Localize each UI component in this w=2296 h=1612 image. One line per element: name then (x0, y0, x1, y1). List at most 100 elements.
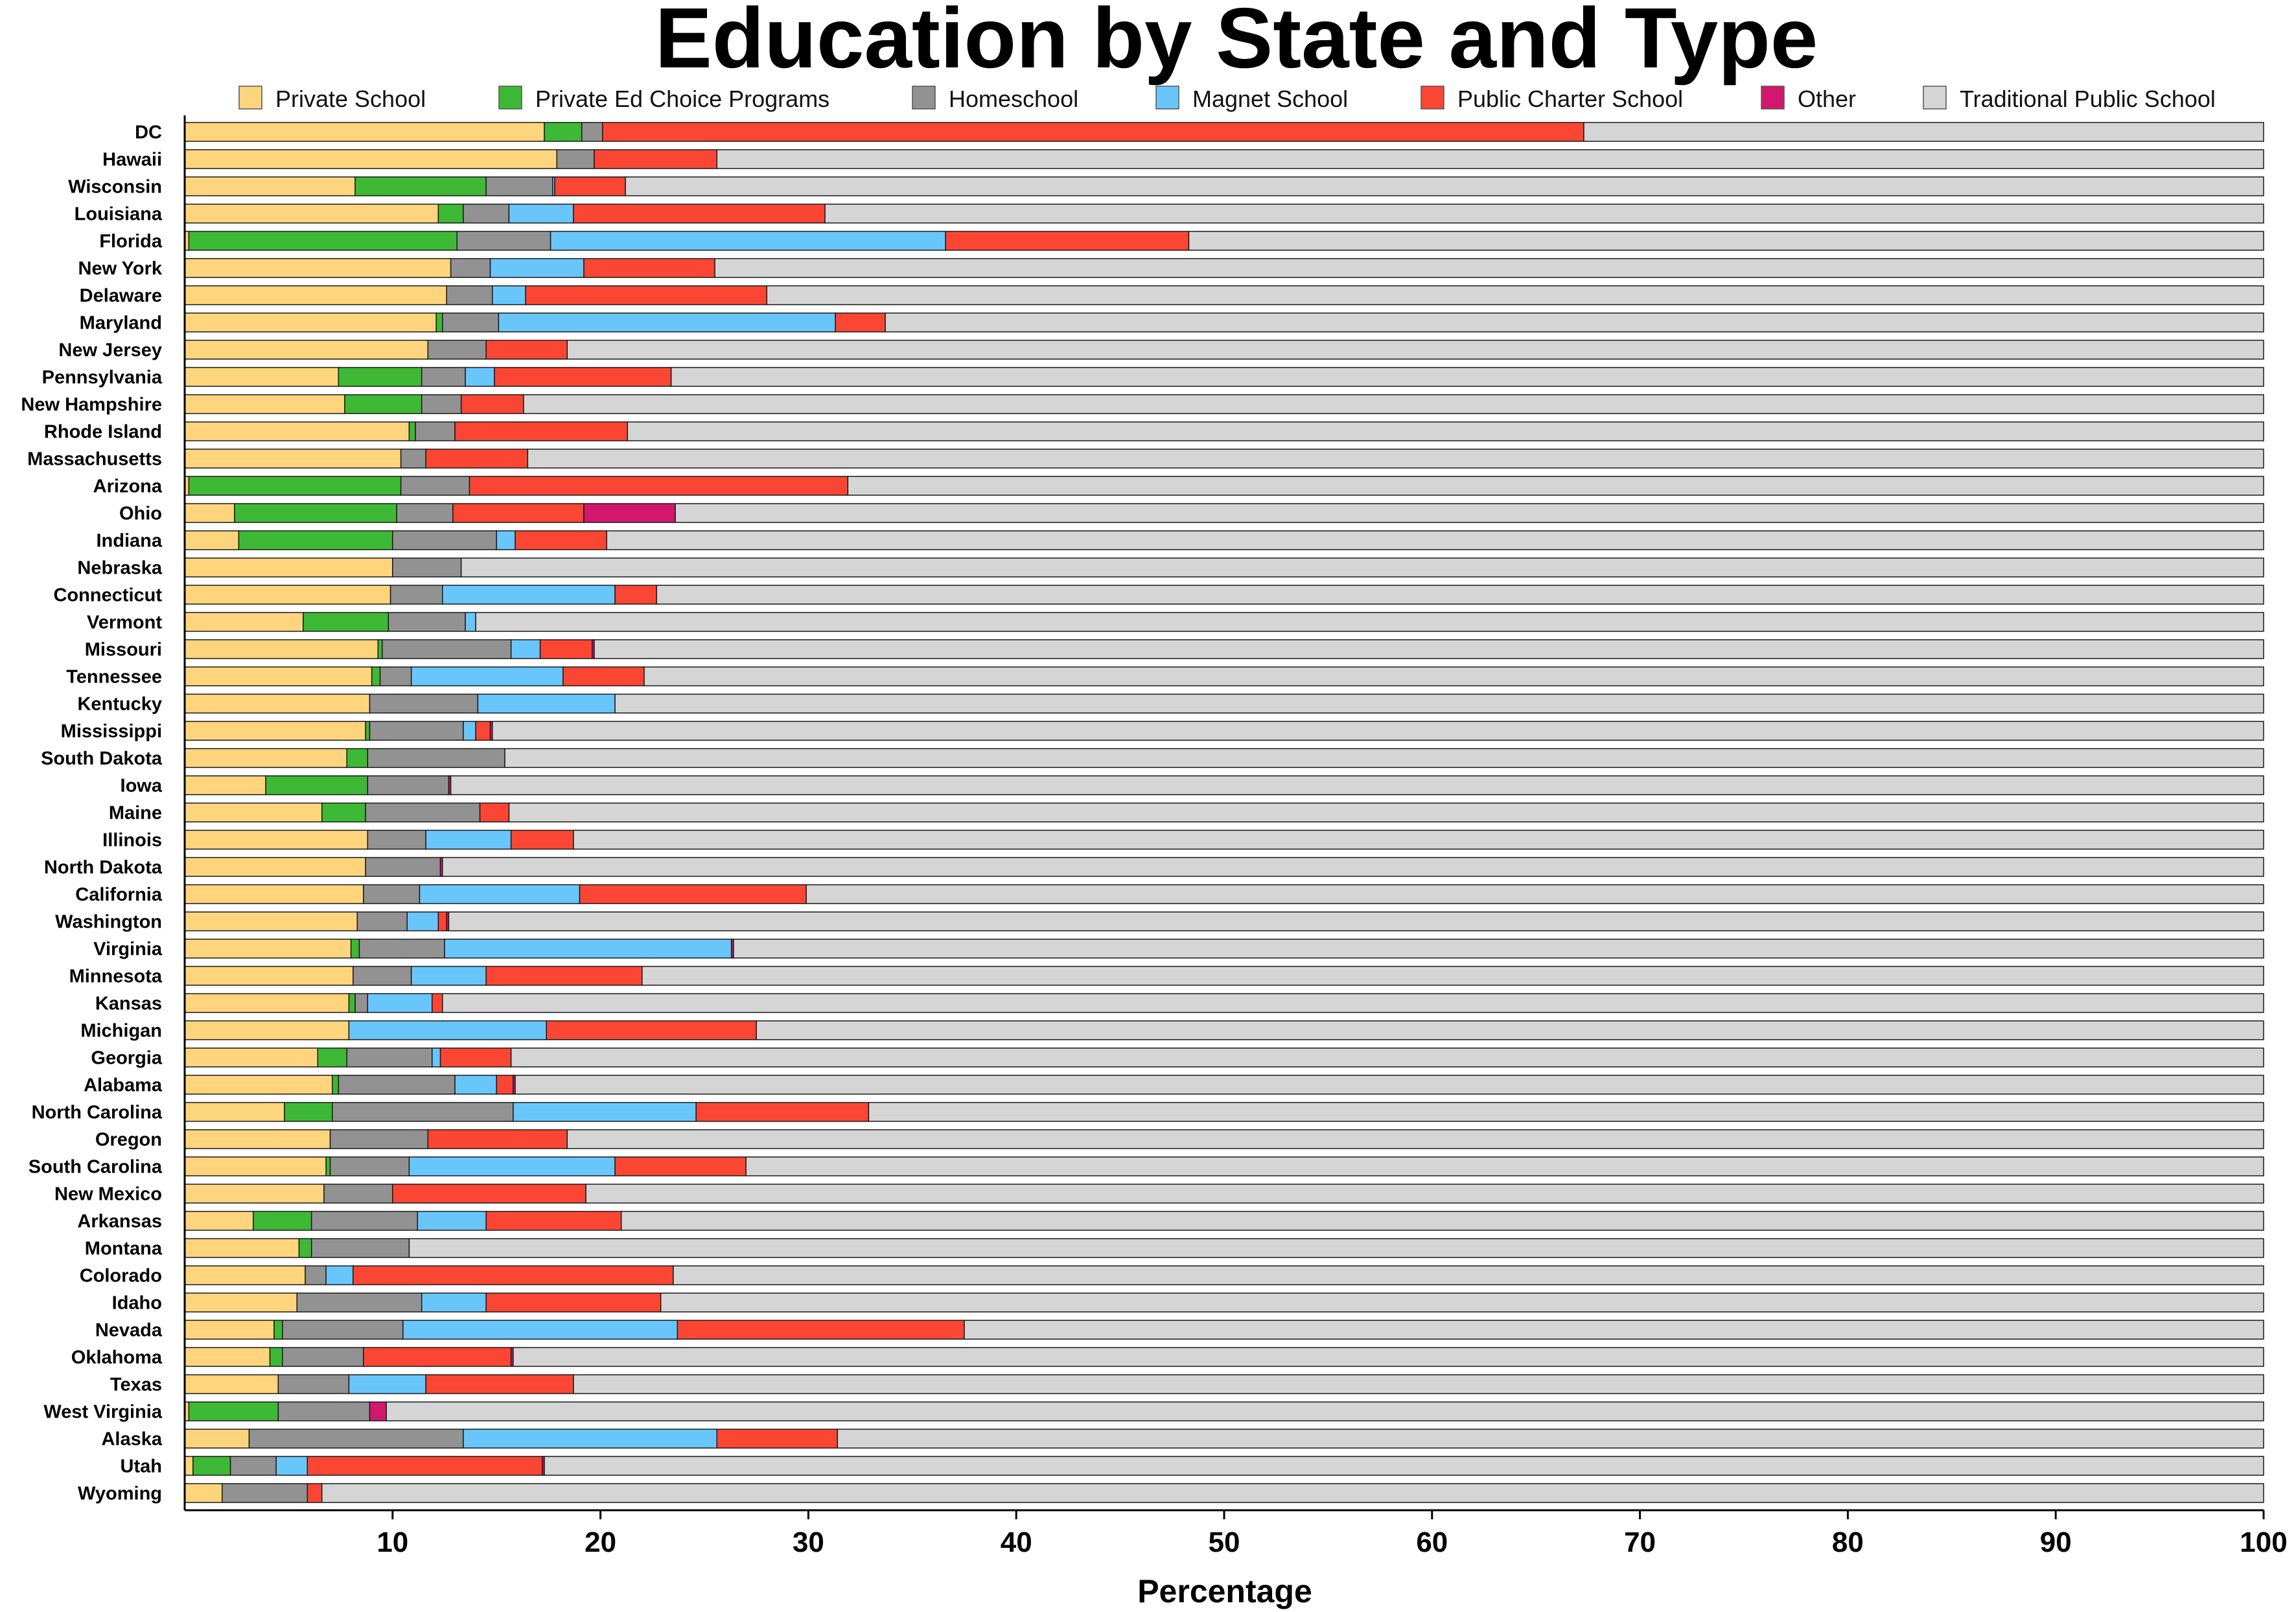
bar-segment (332, 1102, 514, 1122)
bar-segment (184, 1429, 250, 1449)
bar-row (184, 176, 2264, 196)
bar-segment (353, 966, 412, 986)
state-label: New York (78, 259, 163, 279)
bar-row (184, 312, 2264, 333)
state-label: Maryland (80, 313, 162, 334)
bar-segment (221, 1483, 308, 1503)
bar-segment (475, 612, 2264, 632)
state-label: Delaware (80, 286, 162, 307)
x-tick-label: 40 (1001, 1526, 1032, 1558)
state-label: Oregon (95, 1130, 162, 1151)
bar-segment (184, 721, 366, 741)
bar-segment (496, 1075, 514, 1095)
bar-segment (606, 530, 2264, 550)
bar-segment (369, 694, 479, 714)
legend-item: Private School (238, 86, 426, 112)
bar-row (184, 449, 2264, 469)
bar-segment (1188, 231, 2264, 251)
bar-segment (492, 721, 2264, 741)
bar-segment (184, 176, 356, 196)
bar-segment (253, 1211, 312, 1231)
bar-segment (421, 367, 466, 387)
bar-segment (353, 1265, 674, 1285)
bar-row (184, 639, 2264, 659)
state-label: Alabama (84, 1075, 163, 1096)
bar-segment (460, 557, 2264, 578)
bar-row (184, 122, 2264, 142)
bar-segment (835, 312, 886, 333)
bar-segment (756, 1020, 2264, 1040)
bar-row (184, 394, 2264, 414)
bar-row (184, 748, 2264, 768)
state-label: Missouri (85, 640, 162, 660)
bar-segment (945, 231, 1190, 251)
bar-segment (614, 1156, 747, 1176)
bar-segment (303, 612, 389, 632)
bar-segment (562, 666, 645, 686)
bar-segment (614, 585, 657, 605)
state-label: New Hampshire (21, 395, 162, 415)
state-label: Tennessee (66, 667, 162, 688)
bar-segment (363, 1347, 512, 1367)
bar-row (184, 421, 2264, 441)
bar-segment (448, 911, 2264, 931)
bar-segment (410, 966, 487, 986)
bar-segment (321, 1483, 2264, 1503)
bar-segment (277, 1401, 371, 1421)
bar-row (184, 1102, 2264, 1122)
bar-row (184, 476, 2264, 496)
bar-segment (594, 149, 717, 169)
state-label: Maine (109, 803, 162, 824)
bar-row (184, 530, 2264, 550)
x-tick-label: 60 (1416, 1526, 1448, 1558)
legend-label: Private School (275, 86, 426, 112)
bar-segment (389, 585, 443, 605)
bar-segment (184, 1292, 297, 1313)
bar-segment (573, 830, 2264, 850)
bar-segment (184, 612, 304, 632)
bar-segment (184, 530, 240, 550)
bar-row (184, 1374, 2264, 1394)
bar-segment (546, 1020, 757, 1040)
state-label: Idaho (112, 1293, 162, 1314)
bar-segment (371, 666, 381, 686)
bar-segment (184, 367, 340, 387)
bar-segment (184, 666, 373, 686)
state-label: Nebraska (77, 558, 162, 579)
bar-row (184, 612, 2264, 632)
bar-segment (442, 857, 2264, 877)
bar-segment (382, 639, 512, 659)
bar-segment (396, 503, 454, 523)
state-label: Pennsylvania (42, 368, 163, 388)
bar-row (184, 666, 2264, 686)
bar-row (184, 585, 2264, 605)
bar-segment (450, 258, 491, 278)
state-label: Minnesota (69, 966, 163, 987)
state-label: Utah (121, 1456, 162, 1477)
bar-segment (442, 312, 500, 333)
bar-segment (425, 830, 512, 850)
bar-segment (392, 1184, 586, 1204)
bar-segment (695, 1102, 870, 1122)
bar-segment (625, 176, 2264, 196)
bar-segment (463, 204, 510, 224)
bar-segment (460, 394, 524, 414)
bar-segment (344, 394, 423, 414)
state-label: Ohio (119, 504, 162, 524)
bar-row (184, 1184, 2264, 1204)
bar-segment (427, 1129, 568, 1149)
legend-item: Magnet School (1155, 86, 1348, 112)
bar-row (184, 939, 2264, 959)
bar-segment (642, 966, 2264, 986)
state-label: North Dakota (44, 858, 163, 878)
bar-segment (229, 1456, 277, 1476)
bar-row (184, 231, 2264, 251)
bar-segment (184, 1347, 271, 1367)
bar-row (184, 1401, 2264, 1421)
bar-segment (338, 367, 423, 387)
bar-row (184, 1129, 2264, 1149)
state-label: North Carolina (32, 1103, 163, 1123)
bar-segment (745, 1156, 2264, 1176)
bar-segment (469, 476, 849, 496)
